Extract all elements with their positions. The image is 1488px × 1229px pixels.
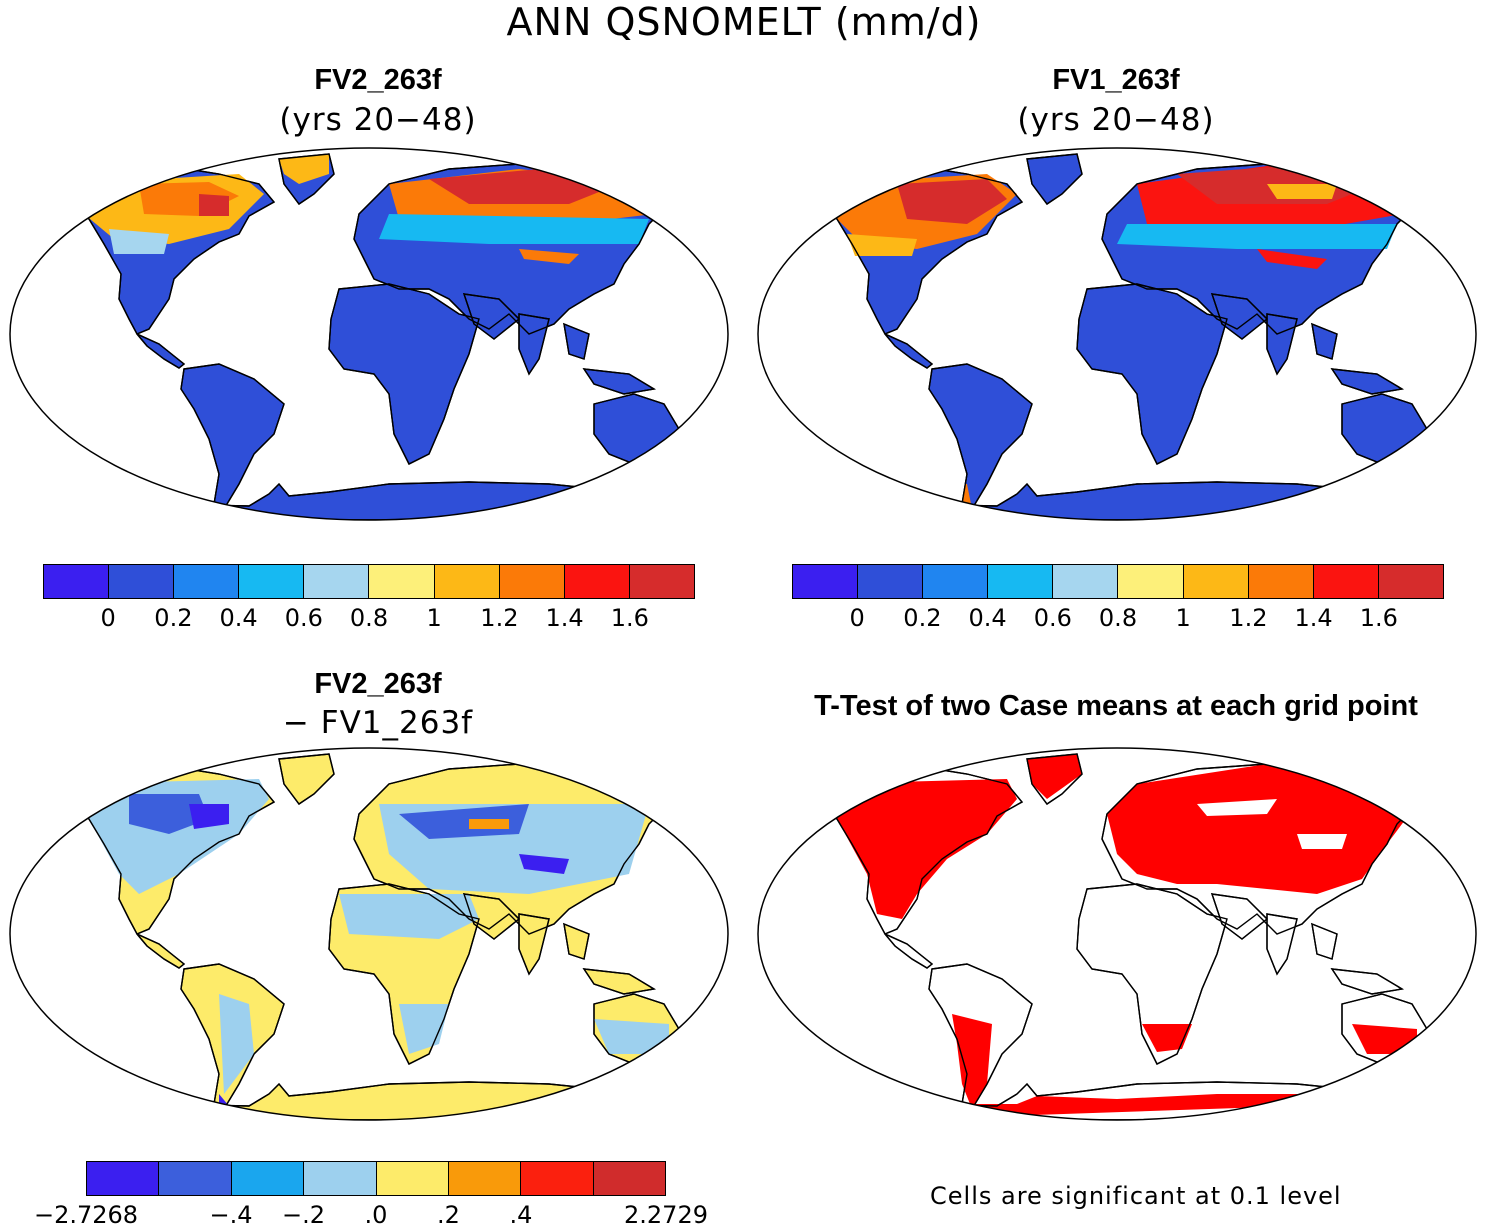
colorbar-1-swatch bbox=[239, 565, 305, 598]
colorbar-panel-2 bbox=[792, 564, 1444, 599]
colorbar-1-tick-label: 1.4 bbox=[545, 604, 584, 632]
colorbar-2-swatch bbox=[923, 565, 989, 598]
colorbar-2-swatch bbox=[1378, 565, 1443, 598]
significance-note: Cells are significant at 0.1 level bbox=[930, 1182, 1342, 1210]
colorbar-3-tick-label: −.4 bbox=[209, 1201, 253, 1229]
colorbar-2-tick-label: 0 bbox=[849, 604, 865, 632]
colorbar-3-swatch bbox=[376, 1162, 449, 1195]
colorbar-2-tick-label: 0.8 bbox=[1098, 604, 1138, 632]
colorbar-2-swatch bbox=[1248, 565, 1314, 598]
colorbar-panel-1 bbox=[43, 564, 695, 599]
colorbar-2-swatch bbox=[988, 565, 1054, 598]
colorbar-1-tick-label: 0 bbox=[100, 604, 116, 632]
colorbar-1-swatch bbox=[564, 565, 630, 598]
colorbar-3-swatch bbox=[87, 1162, 160, 1195]
map-panel-4 bbox=[757, 747, 1477, 1121]
colorbar-2-swatch bbox=[858, 565, 924, 598]
colorbar-1-swatch bbox=[629, 565, 694, 598]
colorbar-1-tick-label: 1.6 bbox=[610, 604, 649, 632]
colorbar-3-tick-label: −2.7268 bbox=[33, 1201, 139, 1229]
panel-4-title: T-Test of two Case means at each grid po… bbox=[814, 690, 1418, 722]
colorbar-1-tick-label: 0.2 bbox=[154, 604, 193, 632]
colorbar-2-swatch bbox=[793, 565, 859, 598]
colorbar-3-swatch bbox=[593, 1162, 665, 1195]
colorbar-3-swatch bbox=[231, 1162, 305, 1195]
map-panel-1 bbox=[9, 147, 729, 521]
colorbar-1-swatch bbox=[434, 565, 500, 598]
map-panel-3 bbox=[9, 747, 729, 1121]
colorbar-3-swatch bbox=[521, 1162, 594, 1195]
colorbar-1-swatch bbox=[304, 565, 370, 598]
colorbar-3-tick-label: .0 bbox=[364, 1201, 388, 1229]
colorbar-1-swatch bbox=[369, 565, 435, 598]
colorbar-3-tick-label: 2.2729 bbox=[624, 1201, 708, 1229]
colorbar-2-swatch bbox=[1053, 565, 1119, 598]
panel-1-subtitle: (yrs 20−48) bbox=[279, 102, 477, 138]
colorbar-1-tick-label: 0.8 bbox=[349, 604, 389, 632]
colorbar-1-swatch bbox=[44, 565, 110, 598]
colorbar-1-tick-label: 1.2 bbox=[480, 604, 519, 632]
colorbar-panel-3 bbox=[86, 1161, 666, 1196]
colorbar-1-swatch bbox=[109, 565, 175, 598]
main-title: ANN QSNOMELT (mm/d) bbox=[506, 0, 982, 44]
panel-1-title: FV2_263f bbox=[314, 64, 442, 96]
colorbar-2-tick-label: 1.4 bbox=[1294, 604, 1333, 632]
colorbar-2-tick-label: 0.4 bbox=[968, 604, 1007, 632]
colorbar-1-tick-label: 0.4 bbox=[219, 604, 258, 632]
colorbar-2-tick-label: 0.2 bbox=[903, 604, 942, 632]
colorbar-2-tick-label: 1.2 bbox=[1229, 604, 1268, 632]
colorbar-3-tick-label: .4 bbox=[509, 1201, 533, 1229]
colorbar-1-swatch bbox=[174, 565, 240, 598]
colorbar-1-swatch bbox=[499, 565, 565, 598]
colorbar-2-tick-label: 1.6 bbox=[1359, 604, 1398, 632]
panel-3-subtitle: − FV1_263f bbox=[282, 705, 474, 741]
colorbar-2-tick-label: 1 bbox=[1175, 604, 1191, 632]
colorbar-2-swatch bbox=[1183, 565, 1249, 598]
panel-2-title: FV1_263f bbox=[1052, 64, 1180, 96]
colorbar-2-swatch bbox=[1118, 565, 1184, 598]
colorbar-1-tick-label: 1 bbox=[426, 604, 442, 632]
colorbar-1-tick-label: 0.6 bbox=[284, 604, 323, 632]
colorbar-3-swatch bbox=[159, 1162, 232, 1195]
panel-3-title: FV2_263f bbox=[314, 668, 442, 700]
colorbar-2-tick-label: 0.6 bbox=[1033, 604, 1072, 632]
colorbar-3-swatch bbox=[304, 1162, 377, 1195]
colorbar-3-tick-label: .2 bbox=[437, 1201, 460, 1229]
colorbar-3-tick-label: −.2 bbox=[281, 1201, 326, 1229]
colorbar-3-swatch bbox=[448, 1162, 522, 1195]
colorbar-2-swatch bbox=[1313, 565, 1379, 598]
panel-2-subtitle: (yrs 20−48) bbox=[1017, 102, 1215, 138]
map-panel-2 bbox=[757, 147, 1477, 521]
